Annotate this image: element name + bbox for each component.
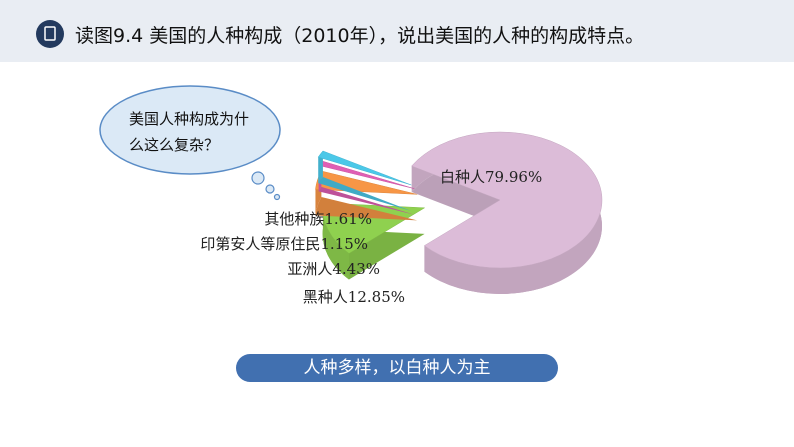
slice-value: 1.61% [324,210,372,228]
icon-glyph [44,26,56,41]
slice-label: 白种人79.96% [440,166,542,187]
slice-category: 白种人 [440,168,486,186]
slice-bottom [318,186,415,215]
slice-label: 其他种族1.61% [264,208,372,229]
bubble-text: 美国人种构成为什么这么复杂？ [129,110,250,154]
slice-bottom [318,176,412,211]
slice-label: 黑种人12.85% [303,286,405,307]
slice-label: 印第安人等原住民1.15% [200,233,368,254]
slice-category: 其他种族 [264,210,325,228]
pie-slice [411,131,603,269]
slice-value: 79.96% [485,168,543,186]
slice-value: 1.15% [320,235,368,253]
header-band [0,0,794,62]
slice-bottom [315,197,418,221]
header-icon [36,20,64,48]
slice-category: 亚洲人 [287,260,333,278]
header-title: 读图9.4 美国的人种构成（2010年），说出美国的人种的构成特点。 [75,25,645,47]
slice-label: 亚洲人4.43% [287,258,380,279]
slice-side [322,202,349,280]
banner-text: 人种多样，以白种人为主 [303,358,491,378]
pie-slice [317,150,412,186]
banner [236,354,558,382]
slice-category: 印第安人等原住民 [200,235,321,253]
slice-value: 12.85% [347,288,405,306]
slice-value: 4.43% [332,260,380,278]
slice-side [318,150,323,184]
slice-category: 黑种人 [302,288,348,306]
thought-bubble [99,85,281,201]
